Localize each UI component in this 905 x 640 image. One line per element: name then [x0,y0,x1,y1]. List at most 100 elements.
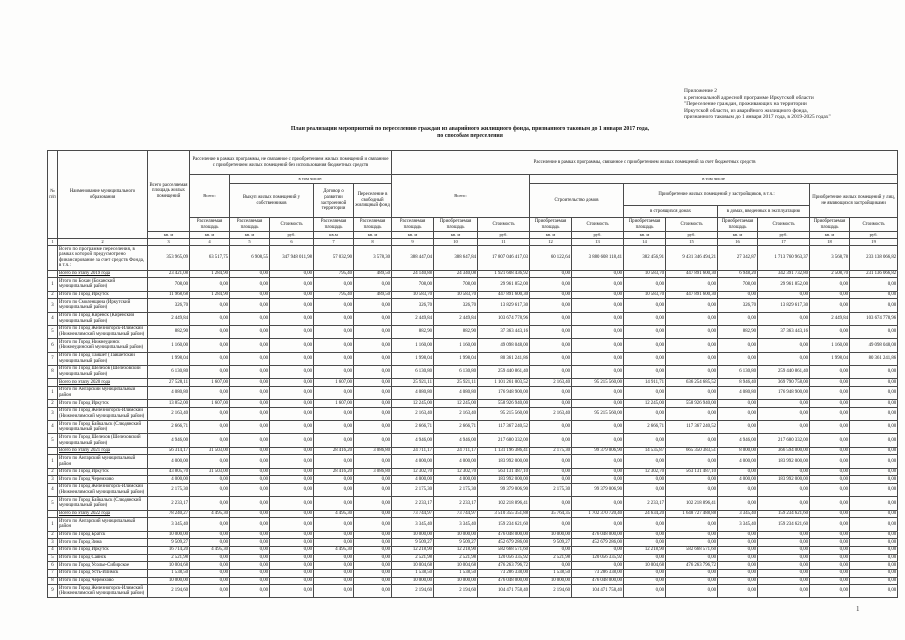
cell-value: 4 080,80 [717,385,758,401]
cell-value: 0,00 [717,576,758,586]
row-number: 4 [47,420,58,435]
resettlement-plan-table: № п/п Наименование муниципального образо… [47,150,899,599]
measure-header: Расселяемая площадь [391,217,434,232]
row-number: 3 [47,538,58,547]
group-header-with-budget: Расселение в рамках программы, связанное… [390,150,899,175]
cell-value: 0,00 [353,538,392,547]
table-row: 8 Итого по Город Черемхово 10 000,00 0,00 0,… [47,576,899,586]
cell-value: 1 607,00 [313,378,354,387]
row-number: 1 [47,277,58,292]
cell-value: 4 946,00 [433,433,478,448]
cell-value: 2 194,60 [433,584,478,599]
table-row: 1 Итого по Ангарский муниципальный район 4… [47,454,899,469]
row-number: 5 [47,433,58,448]
cell-value: 0,00 [189,420,230,435]
cell-value: 0,00 [717,351,758,366]
cell-value: 0,00 [229,568,270,578]
cell-value: 0,00 [571,433,624,448]
cell-municipality: Итого по Город Иркутск [57,467,148,477]
cell-value: 0,00 [353,561,392,570]
column-number: 10 [433,238,478,246]
measure-header: Расселяемая площадь [189,217,230,232]
column-number: 17 [757,238,810,246]
cell-value: 0,00 [269,538,314,547]
cell-value: 2 194,60 [147,584,190,599]
measure-header: Приобретаемая площадь [717,217,758,232]
cell-value: 0,00 [848,277,899,292]
col-header-municipality: Наименование муниципального образования [57,150,148,239]
cell-value: 0,00 [848,420,899,435]
cell-value: 0,00 [189,568,230,578]
cell-municipality: Итого по Город Железногорск-Илимский (Ни… [57,584,148,599]
cell-value: 0,00 [571,290,624,300]
cell-value: 0,00 [353,378,392,387]
cell-value: 2 163,40 [391,406,434,422]
cell-value: 0,00 [571,467,624,477]
row-number: 3 [47,475,58,484]
cell-value: 0,00 [571,269,624,279]
cell-value: 0,00 [269,378,314,387]
measure-header: Стоимость [665,217,718,232]
cell-value: 0,00 [571,517,624,532]
cell-value: 0,00 [189,584,230,599]
cell-value: 0,00 [623,385,666,401]
cell-value: 0,00 [189,298,230,313]
cell-municipality: Итого по Город Иркутск [57,290,148,300]
row-number: 2 [47,399,58,408]
cell-value: 0,00 [848,496,899,511]
column-number: 9 [391,238,434,246]
cell-value: 0,00 [529,290,572,300]
cell-value: 37 363 443,16 [757,324,810,340]
cell-value: 0,00 [229,538,270,547]
document-title-line1: План реализации мероприятий по переселен… [290,126,650,132]
cell-value: 0,00 [809,475,850,484]
cell-value: 382 456,91 [623,245,666,271]
cell-value: 0,00 [757,351,810,366]
cell-value: 0,00 [529,399,572,408]
cell-value: 4 080,80 [433,385,478,401]
cell-value: 0,00 [665,433,718,448]
cell-value: 0,00 [571,298,624,313]
cell-value: 2 233,17 [147,496,190,511]
cell-value: 0,00 [848,482,899,498]
cell-value: 10 000,00 [391,530,434,540]
cell-value: 103 674 778,96 [477,311,530,326]
cell-value: 0,00 [353,530,392,540]
unit-header: руб. [848,231,899,239]
cell-municipality: Итого по Город Киренск (Киренский муници… [57,311,148,326]
cell-value: 24 711,17 [433,446,478,456]
cell-value: 6 908,55 [229,245,270,271]
cell-value: 24 634,20 [623,509,666,519]
cell-value: 366 594 000,00 [757,446,810,456]
cell-value: 0,00 [623,324,666,340]
cell-value: 10 583,70 [623,290,666,300]
cell-municipality: Итого по Город Тайшет (Тайшетский муници… [57,351,148,366]
row-number: 4 [47,482,58,498]
cell-value: 0,00 [189,576,230,586]
table-row: Всего по этапу 2019 года 23 421,08 1 284,9… [47,269,899,279]
cell-value: 0,00 [717,406,758,422]
cell-value: 99 379 006,90 [571,446,624,456]
cell-value: 0,00 [571,277,624,292]
cell-municipality: Итого по Город Саянск [57,553,148,563]
cell-municipality: Итого по Ангарский муниципальный район [57,385,148,401]
subheader-construction: Строительство домов [529,183,624,218]
cell-value: 0,00 [809,277,850,292]
cell-value: 2 163,40 [529,406,572,422]
cell-value: 24 340,08 [433,269,478,279]
cell-value: 0,00 [229,311,270,326]
table-row: Всего по программе переселения, в рамках… [47,245,899,271]
cell-value: 0,00 [353,433,392,448]
cell-value: 0,00 [229,454,270,469]
cell-value: 0,00 [757,553,810,563]
cell-value: 1 160,00 [391,338,434,353]
cell-value: 0,00 [353,399,392,408]
cell-value: 0,00 [848,576,899,586]
cell-value: 183 992 000,00 [477,475,530,484]
cell-value: 1 538,50 [433,568,478,578]
cell-value: 0,00 [623,454,666,469]
cell-value: 13 829 617,30 [477,298,530,313]
cell-value: 4 495,30 [189,509,230,519]
cell-value: 3 345,40 [717,509,758,519]
cell-value: 0,00 [571,311,624,326]
